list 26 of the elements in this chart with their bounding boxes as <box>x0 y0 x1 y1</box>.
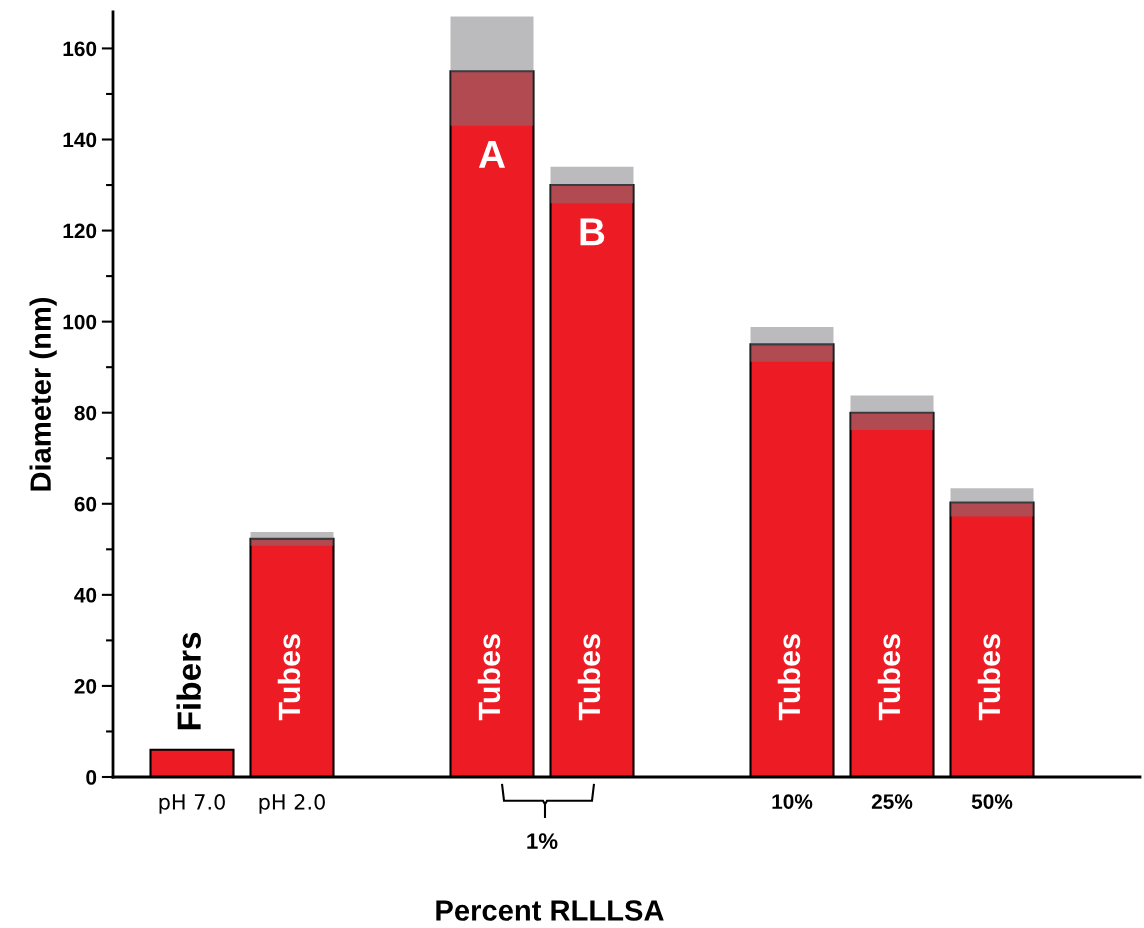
y-tick-label: 100 <box>63 314 97 330</box>
annotation: Fibers <box>176 632 201 730</box>
annotation: Tubes <box>477 634 501 721</box>
y-tick-label: 160 <box>63 41 97 57</box>
x-axis-title: Percent RLLLSA <box>436 900 664 921</box>
y-tick-label: 140 <box>63 132 97 148</box>
x-tick-label: pH 2.0 <box>259 794 325 814</box>
annotation: Tubes <box>977 634 1001 721</box>
annotation: Tubes <box>577 634 601 721</box>
x-tick-label: 10% <box>772 794 813 809</box>
x-tick-label: 50% <box>971 794 1013 809</box>
y-tick-label: 80 <box>74 405 97 421</box>
annotation: B <box>580 218 605 246</box>
y-tick-label: 0 <box>86 770 97 785</box>
annotation: Tubes <box>877 634 901 721</box>
text: 1% <box>527 833 558 849</box>
annotation: A <box>478 141 506 168</box>
y-tick-label: 60 <box>74 496 97 512</box>
annotation: Tubes <box>277 634 301 721</box>
y-tick-label: 20 <box>74 678 97 694</box>
x-tick-label: 25% <box>871 794 913 809</box>
y-tick-label: 120 <box>63 223 97 239</box>
annotation: Tubes <box>777 634 801 721</box>
y-axis-title: Diameter (nm) <box>29 297 57 491</box>
x-tick-label: pH 7.0 <box>159 794 225 814</box>
y-tick-label: 40 <box>74 587 97 603</box>
